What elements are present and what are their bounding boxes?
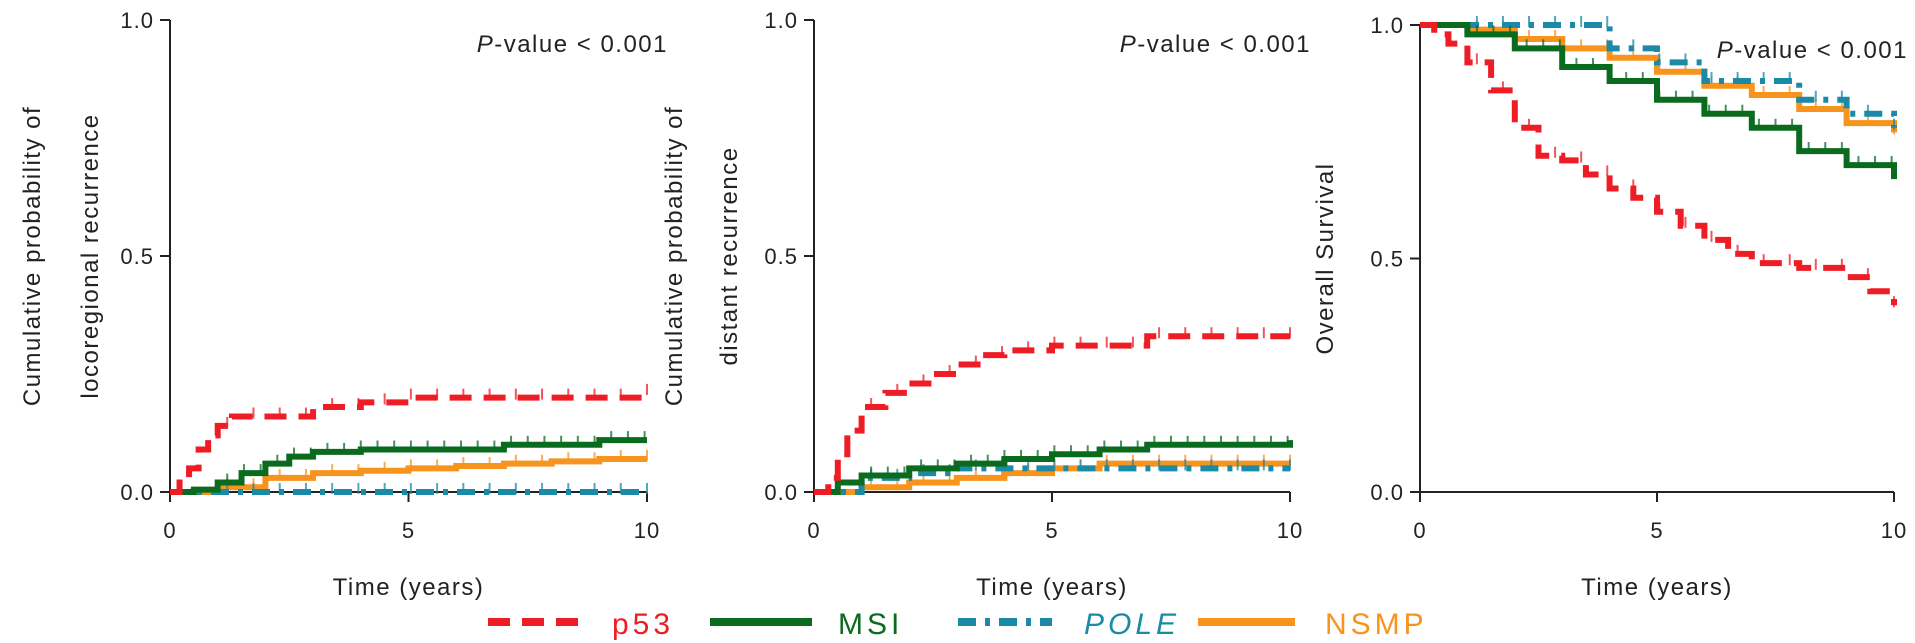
- series-nsmp-line: [170, 455, 647, 495]
- x-axis-label: Time (years): [1581, 574, 1733, 601]
- x-tick-label: 10: [1277, 518, 1303, 543]
- p-value-annotation: P-value < 0.001: [1717, 37, 1908, 64]
- x-tick-label: 5: [1045, 518, 1058, 543]
- y-tick-label: 0.0: [1370, 480, 1404, 505]
- p-value-annotation: P-value < 0.001: [1120, 31, 1311, 58]
- y-axis-label: Overall Survival: [1312, 162, 1339, 354]
- series-p53-censor-marks: [1475, 53, 1895, 308]
- series-pole-censor-marks: [1475, 16, 1895, 130]
- y-axis-label: distant recurrence: [716, 146, 743, 365]
- y-axis-label: Cumulative probability of: [19, 106, 46, 406]
- legend-label: p53: [612, 608, 674, 641]
- x-tick-label: 5: [402, 518, 415, 543]
- x-axis-label: Time (years): [333, 574, 485, 601]
- p-value-text: -value < 0.001: [1734, 37, 1908, 64]
- y-tick-label: 1.0: [1370, 13, 1404, 38]
- y-tick-label: 0.0: [120, 480, 154, 505]
- y-tick-label: 1.0: [120, 8, 154, 33]
- p-value-text: -value < 0.001: [494, 31, 668, 58]
- legend-label: MSI: [838, 608, 903, 641]
- x-tick-label: 0: [1413, 518, 1426, 543]
- legend-label: NSMP: [1325, 608, 1428, 641]
- series-p53-censor-marks: [226, 383, 648, 428]
- x-axis-label: Time (years): [976, 574, 1128, 601]
- y-tick-label: 0.0: [764, 480, 798, 505]
- p-letter: P: [1717, 37, 1735, 64]
- legend-item-pole: POLE: [958, 608, 1180, 641]
- p-value-annotation: P-value < 0.001: [477, 31, 668, 58]
- x-tick-label: 5: [1650, 518, 1663, 543]
- y-tick-label: 0.5: [764, 244, 798, 269]
- p-letter: P: [1120, 31, 1138, 58]
- series-msi-censor-marks: [870, 435, 1289, 478]
- series-p53-line: [814, 333, 1290, 495]
- x-tick-label: 10: [634, 518, 660, 543]
- series-nsmp-line: [814, 460, 1290, 495]
- series-nsmp-censor-marks: [226, 449, 648, 490]
- chart-panel-3: 0.0 0.5 1.0 0 5 10 Overall Survival Time (years…: [1312, 13, 1908, 601]
- series-msi-line: [170, 437, 647, 495]
- series-msi-censor-marks: [1475, 25, 1893, 168]
- legend-item-nsmp: NSMP: [1198, 608, 1428, 641]
- series-msi-censor-marks: [226, 431, 646, 485]
- y-tick-label: 0.5: [1370, 247, 1404, 272]
- y-axis-label: Cumulative probability of: [661, 106, 688, 406]
- p-letter: P: [477, 31, 495, 58]
- y-tick-label: 1.0: [764, 8, 798, 33]
- series-pole-line: [1420, 22, 1897, 128]
- legend: p53 MSI POLE NSMP: [488, 608, 1428, 641]
- series-p53-line: [170, 392, 650, 495]
- y-axis-label: locoregional recurrence: [77, 113, 104, 398]
- legend-item-p53: p53: [488, 608, 674, 641]
- chart-panel-2: 0.0 0.5 1.0 0 5 10 Cumulative probability of di…: [661, 8, 1311, 601]
- series-pole-censor-marks: [226, 483, 648, 494]
- x-tick-label: 0: [163, 518, 176, 543]
- legend-item-msi: MSI: [710, 608, 903, 641]
- series-p53-censor-marks: [870, 327, 1291, 410]
- chart-panel-1: 0.0 0.5 1.0 0 5 10 Cumulative probability of lo…: [19, 8, 668, 601]
- series-msi-line: [1420, 22, 1897, 180]
- y-tick-label: 0.5: [120, 244, 154, 269]
- legend-label: POLE: [1084, 608, 1180, 641]
- p-value-text: -value < 0.001: [1137, 31, 1311, 58]
- x-tick-label: 10: [1881, 518, 1907, 543]
- x-tick-label: 0: [807, 518, 820, 543]
